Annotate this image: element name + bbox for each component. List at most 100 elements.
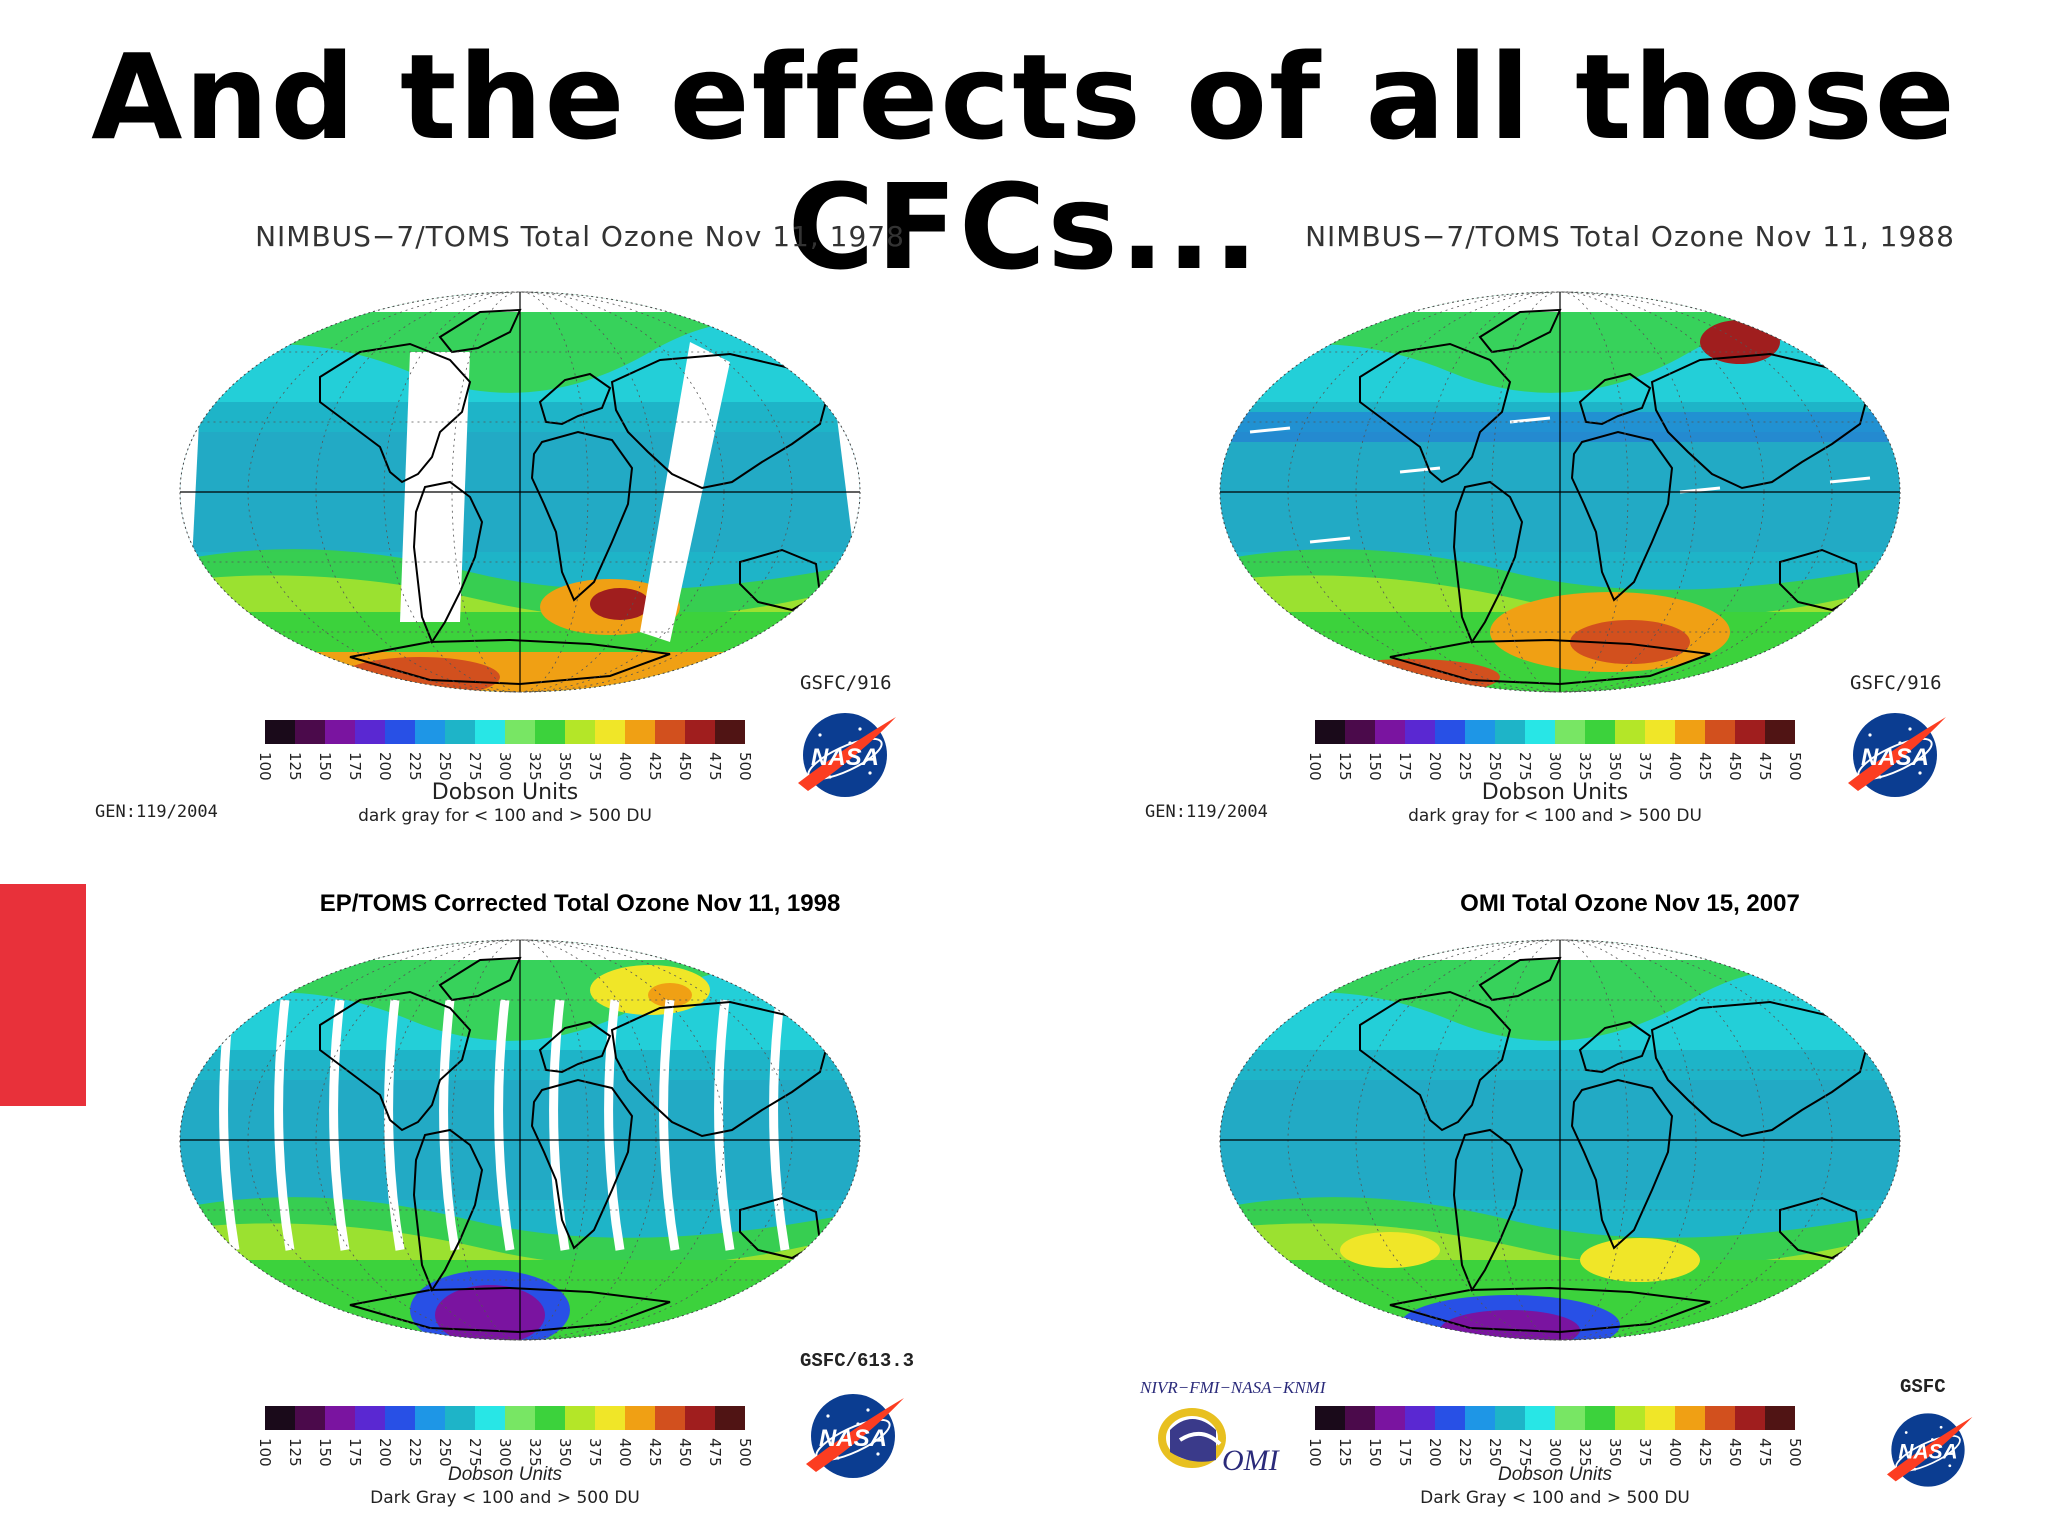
color-scale-bar: [1315, 1406, 1795, 1430]
scale-swatch: [1585, 1406, 1615, 1430]
scale-tick-label: 225: [406, 751, 424, 781]
scale-tick-label: 350: [1606, 751, 1624, 781]
scale-swatch: [1735, 720, 1765, 744]
scale-swatch: [325, 1406, 355, 1430]
scale-swatch: [655, 1406, 685, 1430]
scale-swatch: [565, 1406, 595, 1430]
scale-swatch: [715, 720, 745, 744]
scale-tick-label: 475: [1756, 1437, 1774, 1467]
units-label: Dobson Units: [447, 1464, 563, 1485]
scale-swatch: [1465, 1406, 1495, 1430]
scale-tick-label: 250: [1486, 1437, 1504, 1467]
range-note: dark gray for < 100 and > 500 DU: [1408, 806, 1702, 826]
scale-swatch: [325, 720, 355, 744]
map-title: OMI Total Ozone Nov 15, 2007: [1460, 890, 1800, 917]
scale-tick-label: 175: [1396, 1437, 1414, 1467]
map-title: NIMBUS−7/TOMS Total Ozone Nov 11, 1988: [1305, 220, 1955, 253]
gsfc-code: GSFC: [1900, 1376, 1946, 1398]
scale-tick-label: 325: [526, 751, 544, 781]
scale-tick-label: 500: [1786, 751, 1804, 781]
map-title: NIMBUS−7/TOMS Total Ozone Nov 11, 1978: [255, 220, 905, 253]
nasa-logo-text: NASA: [819, 1425, 887, 1452]
scale-swatch: [1555, 1406, 1585, 1430]
scale-tick-label: 350: [556, 1437, 574, 1467]
scale-swatch: [265, 1406, 295, 1430]
ozone-globe-map: [1219, 291, 1901, 693]
scale-swatch: [1495, 720, 1525, 744]
scale-tick-label: 375: [1636, 1437, 1654, 1467]
scale-swatch: [1345, 1406, 1375, 1430]
scale-tick-label: 100: [256, 751, 274, 781]
scale-swatch: [385, 1406, 415, 1430]
scale-tick-label: 425: [646, 751, 664, 781]
slide-title: And the effects of all those CFCs...: [91, 28, 1957, 296]
scale-swatch: [715, 1406, 745, 1430]
scale-swatch: [1375, 720, 1405, 744]
scale-swatch: [475, 720, 505, 744]
scale-swatch: [1405, 720, 1435, 744]
scale-ticks: 100 125 150 175 200 225 250 275 300 325 350 375 400 4…: [1300, 747, 1810, 785]
units-label: Dobson Units: [1481, 780, 1629, 805]
scale-tick-label: 250: [436, 751, 454, 781]
units-label: Dobson Units: [431, 780, 579, 805]
scale-tick-label: 150: [1366, 751, 1384, 781]
scale-tick-label: 275: [1516, 1437, 1534, 1467]
scale-ticks: 100 125 150 175 200 225 250 275 300 325 350 375 400 4…: [250, 1433, 760, 1471]
scale-swatch: [1555, 720, 1585, 744]
scale-swatch: [1435, 1406, 1465, 1430]
scale-swatch: [1705, 1406, 1735, 1430]
scale-swatch: [1615, 1406, 1645, 1430]
scale-swatch: [1645, 1406, 1675, 1430]
range-note: dark gray for < 100 and > 500 DU: [358, 806, 652, 826]
scale-tick-label: 200: [376, 751, 394, 781]
color-scale-bar: [265, 1406, 745, 1430]
scale-tick-label: 425: [1696, 751, 1714, 781]
scale-swatch: [1705, 720, 1735, 744]
scale-swatch: [625, 720, 655, 744]
color-scale-bar: [1315, 720, 1795, 744]
scale-tick-label: 325: [1576, 1437, 1594, 1467]
scale-swatch: [595, 720, 625, 744]
scale-tick-label: 275: [1516, 751, 1534, 781]
color-scale-bar: [265, 720, 745, 744]
scale-swatch: [355, 1406, 385, 1430]
scale-swatch: [505, 1406, 535, 1430]
scale-tick-label: 150: [316, 751, 334, 781]
scale-tick-label: 225: [406, 1437, 424, 1467]
nasa-logo-icon: NASA: [798, 713, 896, 797]
scale-tick-label: 125: [1336, 751, 1354, 781]
scale-tick-label: 150: [1366, 1437, 1384, 1467]
scale-swatch: [355, 720, 385, 744]
scale-swatch: [1735, 1406, 1765, 1430]
scale-swatch: [1405, 1406, 1435, 1430]
scale-swatch: [265, 720, 295, 744]
scale-tick-label: 375: [1636, 751, 1654, 781]
scale-tick-label: 400: [616, 751, 634, 781]
scale-tick-label: 375: [586, 1437, 604, 1467]
scale-swatch: [1465, 720, 1495, 744]
ozone-map-panel-1988: NIMBUS−7/TOMS Total Ozone Nov 11, 1988 1…: [1145, 212, 2048, 852]
scale-tick-label: 300: [1546, 751, 1564, 781]
gen-code: GEN:119/2004: [95, 802, 218, 822]
gsfc-code: GSFC/916: [800, 672, 892, 694]
scale-swatch: [445, 1406, 475, 1430]
scale-tick-label: 225: [1456, 751, 1474, 781]
gsfc-code: GSFC/613.3: [800, 1350, 915, 1372]
scale-tick-label: 225: [1456, 1437, 1474, 1467]
scale-tick-label: 500: [1786, 1437, 1804, 1467]
scale-swatch: [1765, 1406, 1795, 1430]
scale-swatch: [1585, 720, 1615, 744]
scale-swatch: [1345, 720, 1375, 744]
nasa-logo-icon: NASA: [1848, 713, 1946, 797]
scale-tick-label: 400: [1666, 1437, 1684, 1467]
scale-swatch: [655, 720, 685, 744]
ozone-map-panel-1998: EP/TOMS Corrected Total Ozone Nov 11, 19…: [130, 868, 1030, 1508]
scale-swatch: [595, 1406, 625, 1430]
scale-swatch: [1615, 720, 1645, 744]
scale-tick-label: 200: [1426, 751, 1444, 781]
scale-tick-label: 350: [556, 751, 574, 781]
scale-tick-label: 300: [1546, 1437, 1564, 1467]
scale-tick-label: 375: [586, 751, 604, 781]
scale-tick-label: 250: [436, 1437, 454, 1467]
ozone-globe-map: [1219, 939, 1901, 1341]
